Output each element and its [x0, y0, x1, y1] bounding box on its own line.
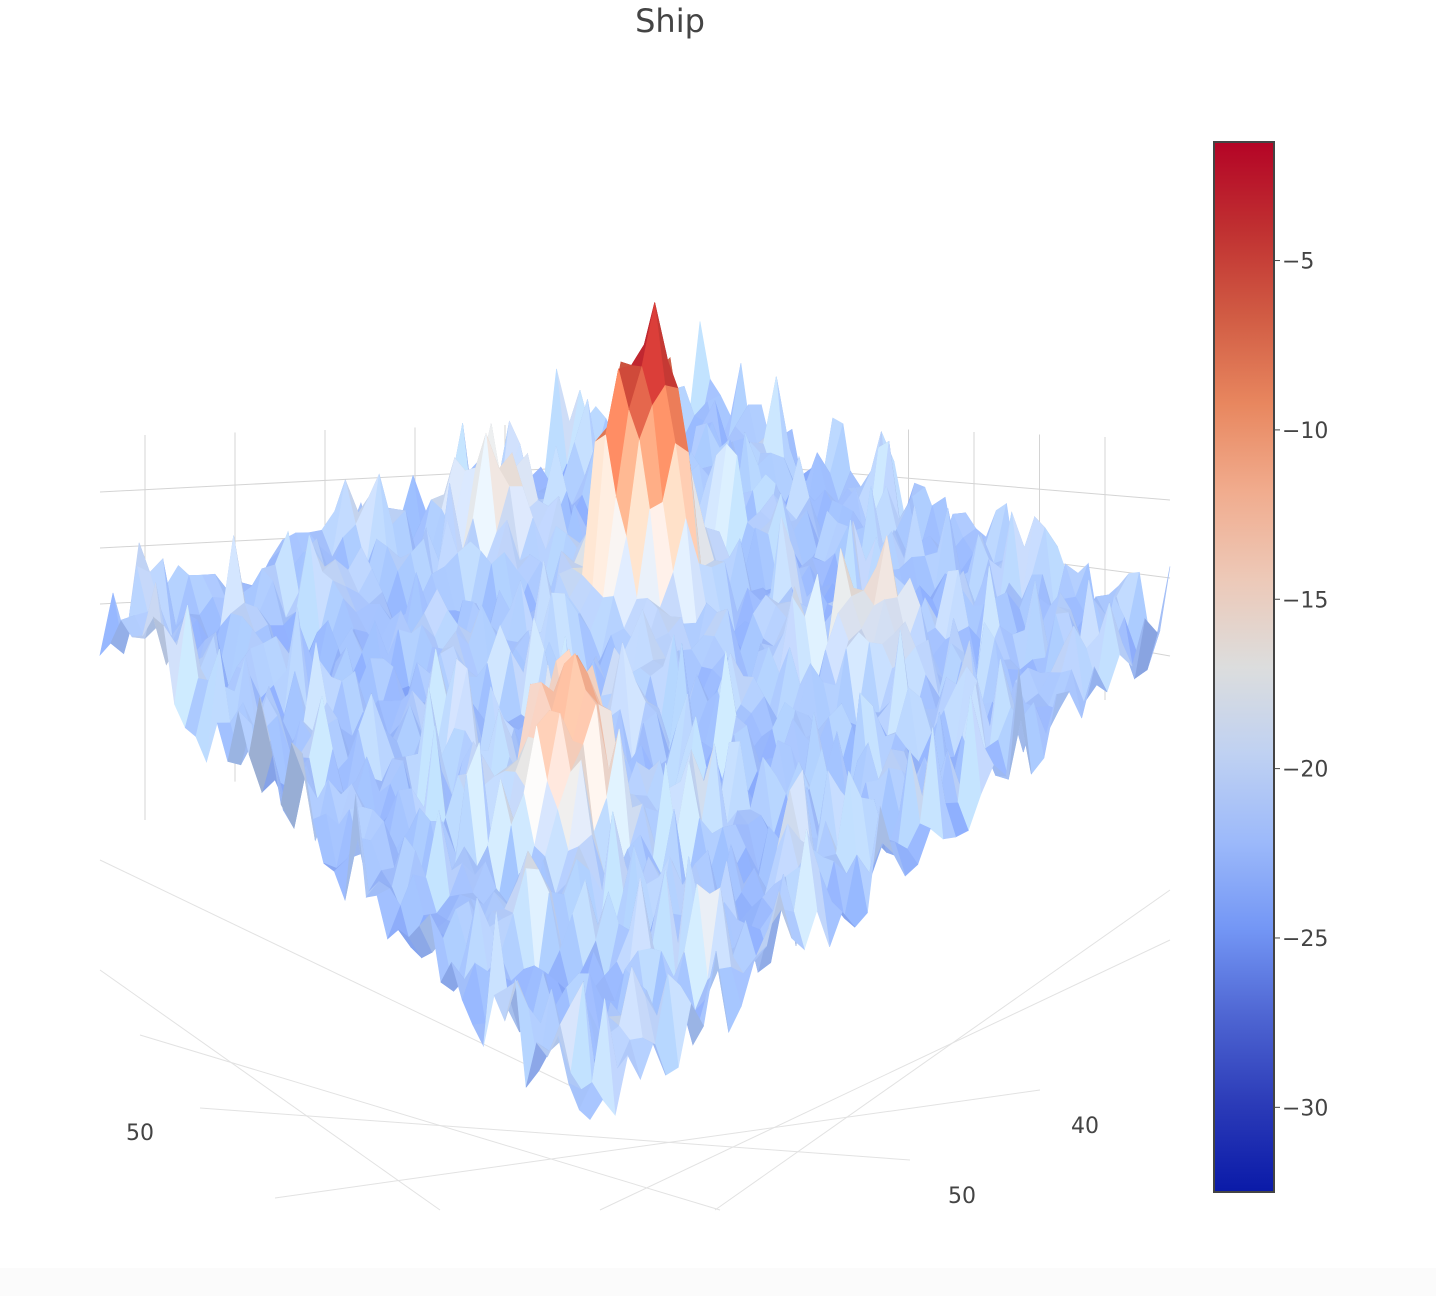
- footer-strip: [0, 1268, 1436, 1296]
- colorbar-tick-label: −10: [1282, 419, 1328, 444]
- grid-line: [99, 969, 441, 1211]
- grid-line: [139, 1034, 721, 1211]
- colorbar-bar: [1213, 141, 1275, 1193]
- grid-line: [599, 939, 1171, 1211]
- colorbar: −5 −10 −15 −20 −25 −30: [1213, 141, 1328, 1193]
- colorbar-tick-label: −20: [1282, 758, 1328, 783]
- grid-line: [714, 889, 1171, 1211]
- y-tick-label: 40: [1071, 1114, 1099, 1139]
- grid-line: [99, 859, 601, 1101]
- surface-cell: [578, 1081, 603, 1120]
- grid-line: [199, 1107, 911, 1161]
- y-tick-label: 50: [948, 1184, 976, 1209]
- colorbar-tick-label: −15: [1282, 588, 1328, 613]
- grid-line: [274, 1089, 1041, 1199]
- colorbar-ticks: −5 −10 −15 −20 −25 −30: [1274, 250, 1328, 1121]
- axis-tick-labels: 50 40 50: [126, 1114, 1099, 1209]
- chart-title: Ship: [635, 2, 705, 40]
- colorbar-tick-label: −5: [1282, 250, 1314, 275]
- colorbar-tick-label: −25: [1282, 927, 1328, 952]
- colorbar-tick-label: −30: [1282, 1096, 1328, 1121]
- x-tick-label: 50: [126, 1121, 154, 1146]
- surface-mesh[interactable]: [99, 302, 1171, 1120]
